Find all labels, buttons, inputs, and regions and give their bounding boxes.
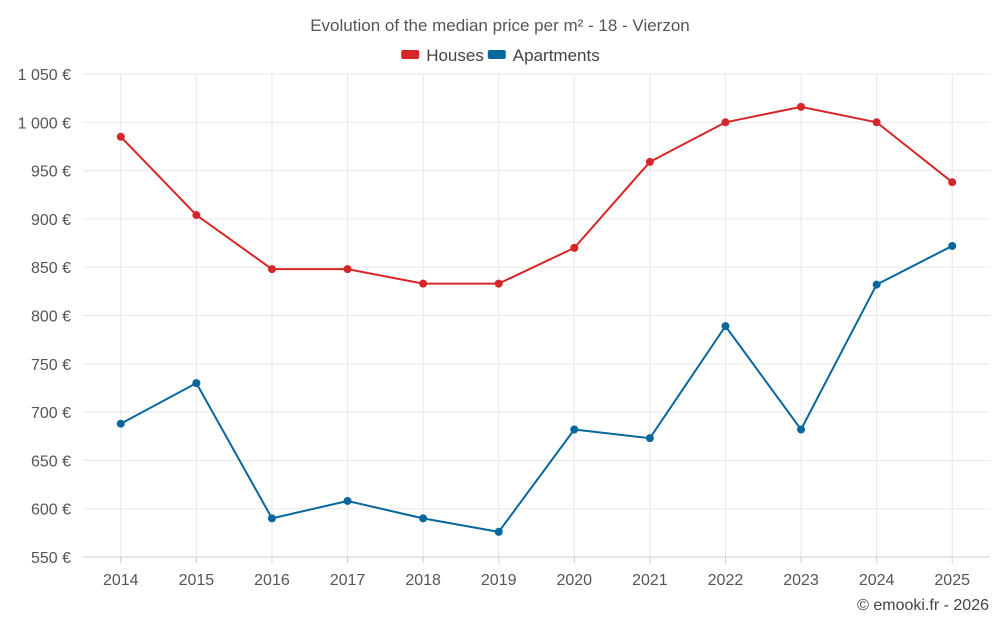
- houses-point[interactable]: [570, 243, 579, 252]
- houses-point[interactable]: [343, 265, 352, 274]
- y-tick-label: 1 050 €: [18, 67, 71, 84]
- apartments-point[interactable]: [645, 434, 654, 443]
- apartments-point[interactable]: [267, 514, 276, 523]
- y-tick-label: 900 €: [31, 212, 71, 229]
- x-tick-label: 2016: [254, 572, 290, 589]
- apartments-line: [120, 245, 953, 533]
- legend-swatch-apartments: [487, 50, 506, 59]
- apartments-point[interactable]: [721, 322, 730, 331]
- y-tick-label: 600 €: [31, 502, 71, 519]
- houses-point[interactable]: [192, 211, 201, 220]
- x-tick-label: 2018: [405, 572, 441, 589]
- x-tick-label: 2015: [179, 572, 215, 589]
- chart-title: Evolution of the median price per m² - 1…: [310, 16, 690, 35]
- apartments-point[interactable]: [419, 514, 428, 523]
- x-tick-label: 2021: [632, 572, 668, 589]
- legend-item-apartments[interactable]: Apartments: [487, 46, 600, 65]
- apartments-point[interactable]: [116, 419, 125, 428]
- credit-text: © emooki.fr - 2026: [857, 597, 989, 614]
- houses-point[interactable]: [797, 102, 806, 111]
- houses-point[interactable]: [872, 118, 881, 127]
- x-tick-label: 2019: [481, 572, 517, 589]
- houses-point[interactable]: [494, 279, 503, 288]
- x-tick-label: 2017: [330, 572, 366, 589]
- apartments-point[interactable]: [494, 527, 503, 536]
- apartments-point[interactable]: [797, 425, 806, 434]
- houses-series: [116, 102, 957, 288]
- apartments-point[interactable]: [872, 280, 881, 289]
- x-tick-label: 2022: [708, 572, 744, 589]
- y-tick-label: 550 €: [31, 550, 71, 567]
- apartments-point[interactable]: [570, 425, 579, 434]
- y-tick-label: 950 €: [31, 164, 71, 181]
- apartments-point[interactable]: [948, 241, 957, 250]
- y-tick-label: 650 €: [31, 453, 71, 470]
- x-tick-label: 2023: [783, 572, 819, 589]
- x-tick-label: 2014: [103, 572, 139, 589]
- houses-point[interactable]: [419, 279, 428, 288]
- y-tick-label: 800 €: [31, 309, 71, 326]
- legend-item-houses[interactable]: Houses: [401, 46, 484, 65]
- houses-point[interactable]: [116, 132, 125, 141]
- x-tick-label: 2024: [859, 572, 895, 589]
- houses-point[interactable]: [948, 178, 957, 187]
- y-tick-label: 750 €: [31, 357, 71, 374]
- legend: Houses Apartments: [401, 46, 600, 65]
- grid-lines: [83, 73, 990, 557]
- apartments-series: [116, 241, 957, 536]
- houses-point[interactable]: [267, 265, 276, 274]
- legend-swatch-houses: [401, 50, 420, 59]
- houses-line: [120, 105, 953, 285]
- houses-point[interactable]: [645, 157, 654, 166]
- apartments-point[interactable]: [343, 496, 352, 505]
- legend-label-houses: Houses: [426, 46, 484, 65]
- houses-point[interactable]: [721, 118, 730, 127]
- x-tick-label: 2025: [934, 572, 970, 589]
- y-tick-label: 700 €: [31, 405, 71, 422]
- x-tick-label: 2020: [556, 572, 592, 589]
- axes: 550 € 600 € 650 € 700 € 750 € 800 € 850 € 900 €…: [18, 67, 990, 589]
- series-layer: [116, 102, 957, 536]
- y-tick-label: 1 000 €: [18, 115, 71, 132]
- apartments-point[interactable]: [192, 379, 201, 388]
- y-tick-label: 850 €: [31, 260, 71, 277]
- legend-label-apartments: Apartments: [513, 46, 600, 65]
